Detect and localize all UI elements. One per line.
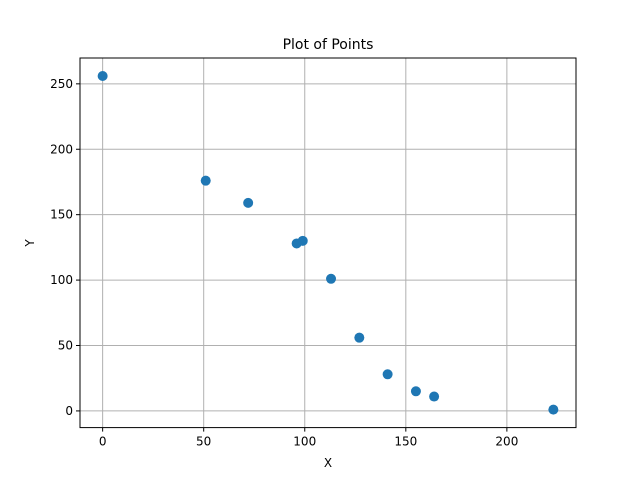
scatter-point — [297, 235, 308, 246]
y-tick-label: 150 — [50, 208, 73, 222]
x-axis-label: X — [324, 456, 332, 470]
grid-lines — [80, 58, 576, 428]
y-tick-label: 50 — [58, 339, 73, 353]
axis-ticks: 0 50 100 150 200 0 50 100 150 200 250 — [50, 77, 518, 449]
y-tick-label: 0 — [65, 404, 73, 418]
scatter-point — [548, 404, 559, 415]
x-tick-label: 150 — [394, 435, 417, 449]
axes-frame — [79, 57, 577, 429]
scatter-point — [326, 273, 337, 284]
y-tick-label: 250 — [50, 77, 73, 91]
scatter-point — [410, 386, 421, 397]
data-points — [97, 70, 559, 415]
y-tick-label: 200 — [50, 142, 73, 156]
x-tick-label: 50 — [196, 435, 211, 449]
scatter-point — [243, 197, 254, 208]
x-tick-label: 200 — [495, 435, 518, 449]
x-tick-label: 0 — [99, 435, 107, 449]
scatter-point — [382, 369, 393, 380]
scatter-point — [429, 391, 440, 402]
scatter-point — [200, 175, 211, 186]
scatter-point — [354, 332, 365, 343]
y-axis-label: Y — [23, 239, 37, 248]
scatter-point — [97, 70, 108, 81]
chart-title: Plot of Points — [283, 37, 374, 53]
x-tick-label: 100 — [293, 435, 316, 449]
y-tick-label: 100 — [50, 273, 73, 287]
